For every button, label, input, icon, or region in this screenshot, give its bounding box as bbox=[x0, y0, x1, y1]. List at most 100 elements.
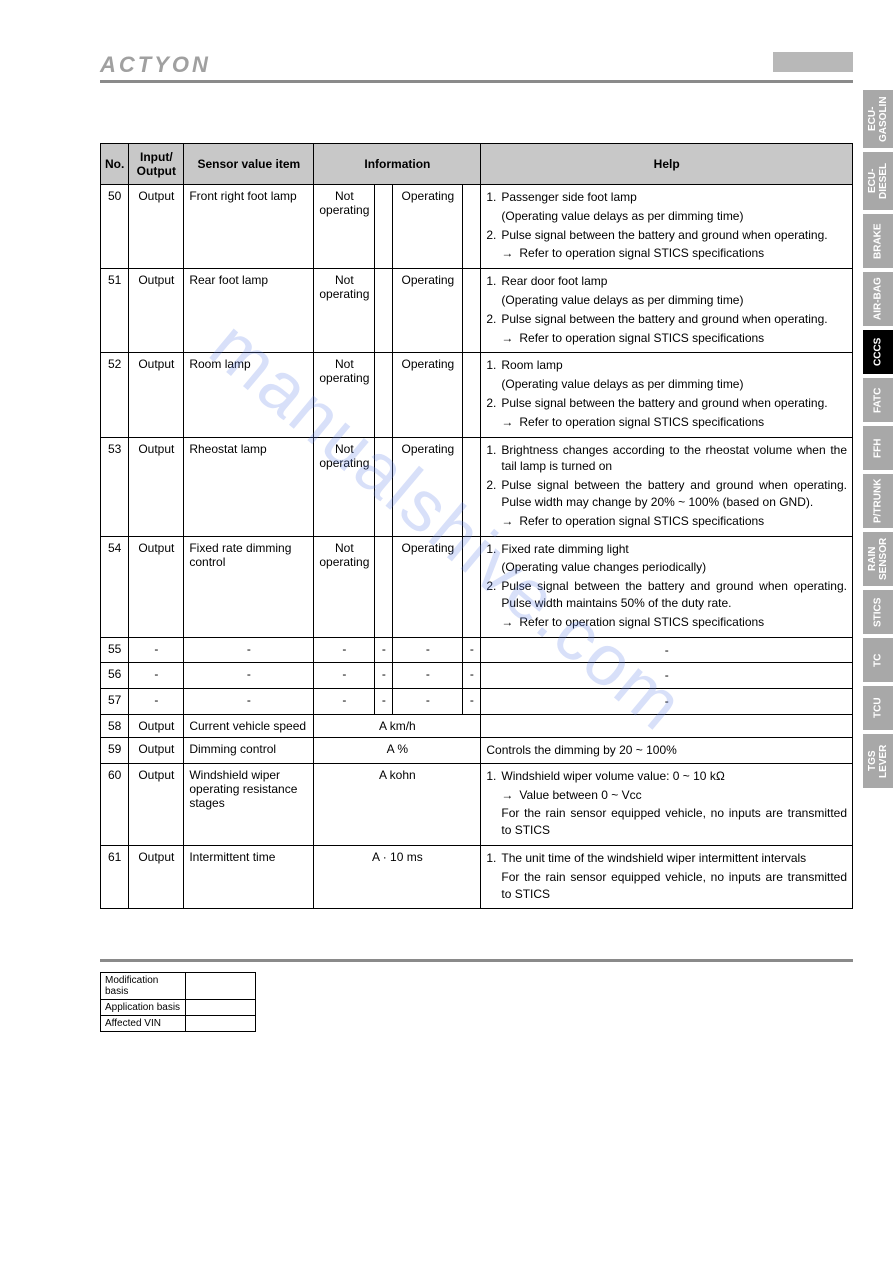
cell-no: 60 bbox=[101, 763, 129, 845]
cell-help: 1.Rear door foot lamp (Operating value de… bbox=[481, 269, 853, 353]
side-tab-tcu[interactable]: TCU bbox=[863, 686, 893, 730]
cell-i2 bbox=[375, 353, 393, 437]
help-sub: (Operating value delays as per dimming t… bbox=[486, 292, 847, 309]
side-tab-brake[interactable]: BRAKE bbox=[863, 214, 893, 268]
help-arrow-text: Refer to operation signal STICS specific… bbox=[519, 245, 847, 262]
logo: ACTYON bbox=[100, 52, 853, 78]
cell-sensor: Fixed rate dimming control bbox=[184, 536, 314, 637]
page-footer: Modification basisApplication basisAffec… bbox=[100, 959, 853, 1032]
help-arrow-text: Refer to operation signal STICS specific… bbox=[519, 330, 847, 347]
help-num: 1. bbox=[486, 850, 501, 867]
page: ACTYON manualshive.com No. Input/ Output… bbox=[0, 0, 893, 1052]
cell-i2 bbox=[375, 269, 393, 353]
help-num: 1. bbox=[486, 442, 501, 476]
side-tab-ecu-diesel[interactable]: ECU-DIESEL bbox=[863, 152, 893, 210]
help-num: 1. bbox=[486, 273, 501, 290]
side-tab-tc[interactable]: TC bbox=[863, 638, 893, 682]
cell-sensor: Current vehicle speed bbox=[184, 714, 314, 737]
help-num: 2. bbox=[486, 578, 501, 612]
cell-io: Output bbox=[129, 185, 184, 269]
cell-i1: Not operating bbox=[314, 536, 375, 637]
table-row: 57------- bbox=[101, 689, 853, 715]
help-text: Rear door foot lamp bbox=[501, 273, 847, 290]
help-sub: (Operating value delays as per dimming t… bbox=[486, 208, 847, 225]
cell-info-merged: A km/h bbox=[314, 714, 481, 737]
cell-i2: - bbox=[375, 663, 393, 689]
cell-i2 bbox=[375, 437, 393, 536]
help-num: 2. bbox=[486, 311, 501, 328]
arrow-icon: → bbox=[501, 513, 519, 530]
table-row: 56------- bbox=[101, 663, 853, 689]
cell-help: Controls the dimming by 20 ~ 100% bbox=[481, 737, 853, 763]
cell-io: Output bbox=[129, 737, 184, 763]
cell-i3: Operating bbox=[393, 536, 463, 637]
table-row: 61OutputIntermittent timeA · 10 ms1.The … bbox=[101, 845, 853, 908]
help-item: 1.Room lamp bbox=[486, 357, 847, 374]
help-text: Pulse signal between the battery and gro… bbox=[501, 311, 847, 328]
cell-i1: - bbox=[314, 689, 375, 715]
th-sensor: Sensor value item bbox=[184, 144, 314, 185]
help-arrow: →Refer to operation signal STICS specifi… bbox=[486, 245, 847, 262]
cell-i4: - bbox=[463, 637, 481, 663]
cell-help: 1.Passenger side foot lamp(Operating val… bbox=[481, 185, 853, 269]
cell-i3: Operating bbox=[393, 185, 463, 269]
cell-no: 51 bbox=[101, 269, 129, 353]
cell-no: 53 bbox=[101, 437, 129, 536]
help-num: 1. bbox=[486, 768, 501, 785]
side-tab-p-trunk[interactable]: P/TRUNK bbox=[863, 474, 893, 528]
cell-no: 59 bbox=[101, 737, 129, 763]
cell-sensor: Rear foot lamp bbox=[184, 269, 314, 353]
cell-help bbox=[481, 714, 853, 737]
cell-no: 56 bbox=[101, 663, 129, 689]
side-tab-rain-sensor[interactable]: RAIN SENSOR bbox=[863, 532, 893, 586]
help-num: 2. bbox=[486, 477, 501, 511]
arrow-icon: → bbox=[501, 787, 519, 804]
sensor-table: No. Input/ Output Sensor value item Info… bbox=[100, 143, 853, 909]
help-text: Pulse signal between the battery and gro… bbox=[501, 227, 847, 244]
cell-help: 1.Windshield wiper volume value: 0 ~ 10 … bbox=[481, 763, 853, 845]
cell-i3: Operating bbox=[393, 353, 463, 437]
footer-value bbox=[186, 1000, 256, 1016]
cell-info-merged: A kohn bbox=[314, 763, 481, 845]
help-arrow: →Refer to operation signal STICS specifi… bbox=[486, 414, 847, 431]
cell-help: - bbox=[481, 663, 853, 689]
arrow-icon: → bbox=[501, 414, 519, 431]
cell-no: 55 bbox=[101, 637, 129, 663]
cell-help: 1.Fixed rate dimming light(Operating val… bbox=[481, 536, 853, 637]
cell-help: 1.Room lamp(Operating value delays as pe… bbox=[481, 353, 853, 437]
side-tab-tgs-lever[interactable]: TGS LEVER bbox=[863, 734, 893, 788]
cell-i1: Not operating bbox=[314, 437, 375, 536]
footer-table: Modification basisApplication basisAffec… bbox=[100, 972, 256, 1032]
help-num: 1. bbox=[486, 357, 501, 374]
help-arrow: →Refer to operation signal STICS specifi… bbox=[486, 330, 847, 347]
side-tab-cccs[interactable]: CCCS bbox=[863, 330, 893, 374]
help-arrow-text: Refer to operation signal STICS specific… bbox=[519, 513, 847, 530]
cell-sensor: Front right foot lamp bbox=[184, 185, 314, 269]
side-tab-fatc[interactable]: FATC bbox=[863, 378, 893, 422]
cell-i1: Not operating bbox=[314, 185, 375, 269]
cell-sensor: - bbox=[184, 689, 314, 715]
side-tab-ffh[interactable]: FFH bbox=[863, 426, 893, 470]
side-tab-ecu-gasolin[interactable]: ECU-GASOLIN bbox=[863, 90, 893, 148]
footer-label: Application basis bbox=[101, 1000, 186, 1016]
cell-help: 1.The unit time of the windshield wiper … bbox=[481, 845, 853, 908]
side-tabs: ECU-GASOLIN ECU-DIESEL BRAKE AIR-BAG CCCS FAT… bbox=[863, 90, 893, 788]
side-tab-air-bag[interactable]: AIR-BAG bbox=[863, 272, 893, 326]
cell-sensor: - bbox=[184, 637, 314, 663]
help-item: 1.Fixed rate dimming light bbox=[486, 541, 847, 558]
cell-io: Output bbox=[129, 845, 184, 908]
cell-io: - bbox=[129, 663, 184, 689]
help-item: 2.Pulse signal between the battery and g… bbox=[486, 311, 847, 328]
cell-no: 50 bbox=[101, 185, 129, 269]
help-sub: For the rain sensor equipped vehicle, no… bbox=[486, 869, 847, 903]
cell-help: - bbox=[481, 689, 853, 715]
cell-i4 bbox=[463, 536, 481, 637]
arrow-icon: → bbox=[501, 614, 519, 631]
help-text: Pulse signal between the battery and gro… bbox=[501, 477, 847, 511]
side-tab-stics[interactable]: STICS bbox=[863, 590, 893, 634]
help-item: 1.Rear door foot lamp bbox=[486, 273, 847, 290]
cell-i4 bbox=[463, 269, 481, 353]
th-help: Help bbox=[481, 144, 853, 185]
help-text: Fixed rate dimming light bbox=[501, 541, 847, 558]
cell-io: - bbox=[129, 689, 184, 715]
